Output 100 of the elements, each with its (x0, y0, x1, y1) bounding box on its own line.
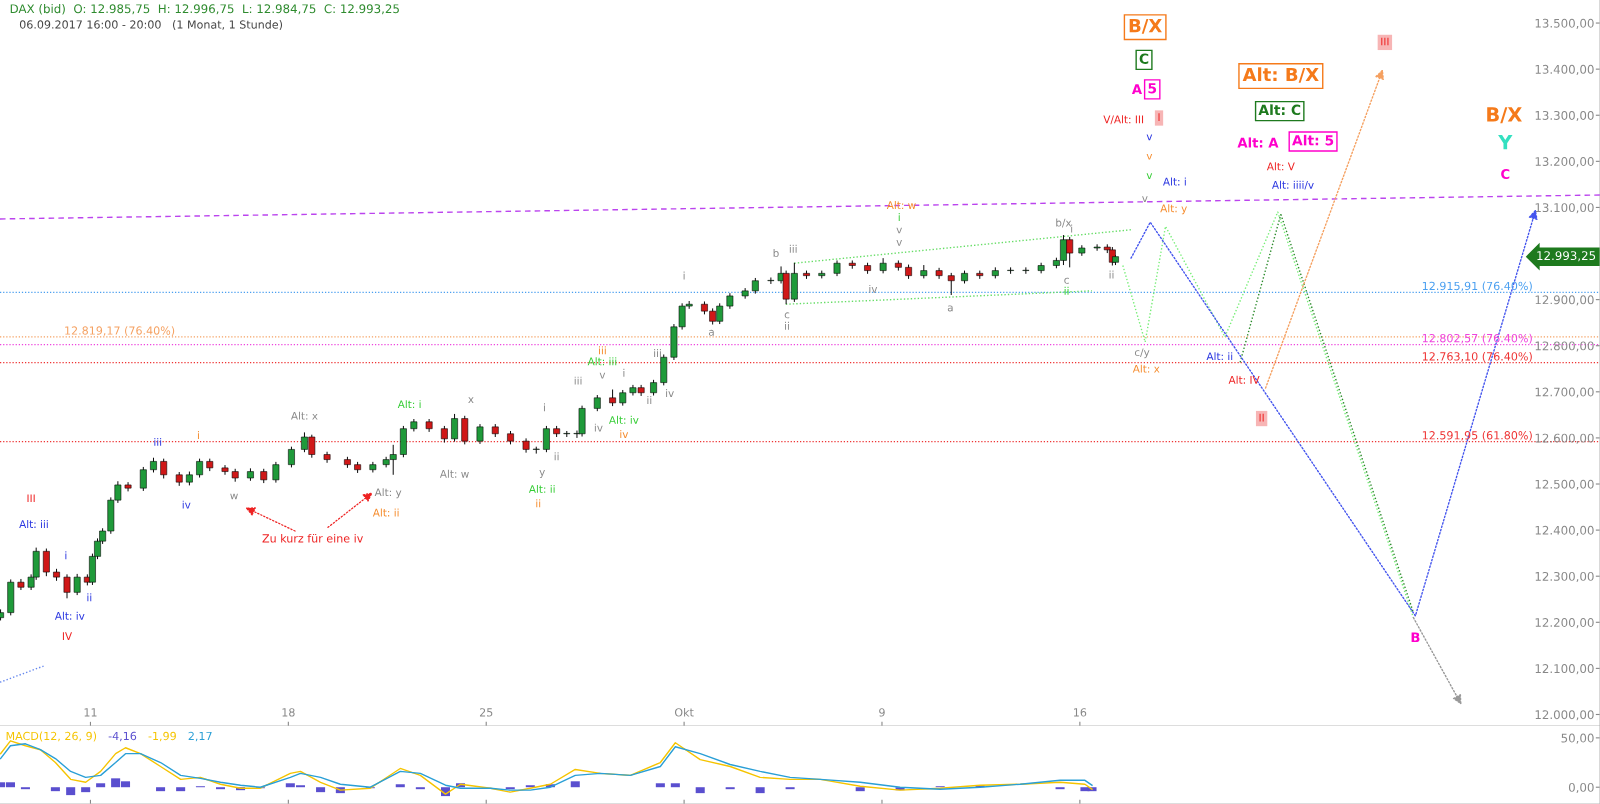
annotation: Alt: iii (19, 519, 48, 528)
annotation: ii (536, 499, 541, 508)
annotation: i (65, 551, 67, 560)
annotation: a (708, 329, 714, 336)
y-tick-label: 13.400,00 (1535, 64, 1594, 75)
annotation: Alt: i (397, 400, 421, 409)
annotation: c (1064, 277, 1069, 284)
x-tick-label: 18 (282, 708, 295, 717)
x-tick-label: 16 (1074, 708, 1087, 717)
text: -4,16 (108, 731, 137, 742)
annotation: i (1071, 224, 1073, 233)
annotation: Alt: x (290, 411, 318, 420)
annotation: Alt: IV (1228, 375, 1260, 384)
annotation: Alt: iv (608, 415, 639, 424)
annotation: Alt: A (1237, 137, 1279, 148)
annotation: iv (182, 500, 191, 509)
annotation: iii (654, 348, 661, 357)
annotation: Alt: w (886, 201, 916, 209)
y-tick-label: 12.000,00 (1535, 710, 1594, 721)
y-tick-label: 12.100,00 (1535, 664, 1594, 675)
annotation: b (773, 248, 779, 258)
annotation: y (539, 470, 545, 478)
ref-line-label: 12.802,57 (76.40%) (1422, 333, 1532, 344)
annotation: 12.993,25 (1537, 251, 1596, 262)
annotation: Alt: i (1163, 177, 1186, 186)
annotation: a (947, 305, 953, 312)
annotation: Alt: y (374, 488, 402, 499)
annotation: i (683, 271, 685, 280)
annotation: B (1411, 632, 1420, 643)
ref-line-label: 12.763,10 (76.40%) (1422, 351, 1532, 362)
annotation: III (1381, 37, 1389, 46)
y-tick-label: 13.100,00 (1535, 203, 1594, 214)
y-tick-label: 12.600,00 (1535, 433, 1594, 444)
annotation: v (599, 372, 606, 379)
annotation: C (1501, 169, 1510, 179)
annotation: iii (574, 376, 582, 385)
annotation: ii (785, 321, 789, 330)
legend-title: MACD(12, 26, 9) (6, 731, 97, 742)
annotation: v (1146, 134, 1153, 141)
annotation: iv (594, 423, 603, 432)
annotation: iv (620, 430, 629, 439)
annotation: Alt: iii (587, 357, 617, 366)
ref-line-label: 12.819,17 (76.40%) (65, 326, 175, 337)
annotation: v (896, 240, 902, 246)
y-tick-label: 13.200,00 (1535, 157, 1594, 168)
annotation: Zu kurz für eine iv (262, 533, 363, 543)
annotation: Alt: ii (528, 484, 555, 493)
y-tick-label: 12.400,00 (1535, 525, 1594, 536)
annotation: Alt: y (1160, 204, 1187, 215)
annotation: ii (554, 452, 559, 461)
y-tick-label: 13.300,00 (1535, 110, 1594, 122)
y-tick-label: 12.800,00 (1535, 341, 1594, 352)
annotation: ii (87, 593, 92, 602)
ref-line-label: 12.591,95 (61.80%) (1422, 430, 1532, 441)
y-tick-label: 12.500,00 (1535, 479, 1594, 490)
annotation: v (1146, 153, 1153, 160)
annotation: Alt: iiii/v (1272, 180, 1314, 190)
annotation: i (898, 212, 900, 221)
ref-line-label: 12.915,91 (76.40%) (1422, 281, 1532, 292)
annotation: I (1158, 113, 1160, 121)
annotation: IV (62, 632, 73, 640)
annotation: C (1139, 53, 1149, 64)
x-tick-label: 11 (84, 708, 97, 717)
annotation: Alt: 5 (1292, 134, 1334, 146)
annotation: Alt: x (1132, 364, 1160, 373)
annotation: v (1142, 196, 1148, 203)
annotation: iv (666, 389, 674, 397)
y-tick-label: 12.900,00 (1535, 295, 1594, 306)
annotation: c (784, 312, 790, 319)
annotation: B/X (1129, 19, 1162, 34)
text: 06.09.2017 16:00 - 20:00 (1 Monat, 1 Stunde) (19, 20, 283, 31)
y-tick-label: 50,00 (1561, 733, 1594, 744)
annotation: ii (1109, 270, 1114, 279)
y-tick-label: 13.500,00 (1535, 18, 1594, 29)
y-tick-label: 12.700,00 (1535, 387, 1594, 398)
annotation: B/X (1487, 107, 1522, 124)
annotation: i (543, 403, 545, 412)
annotation: ii (1064, 286, 1069, 295)
annotation: iii (789, 244, 797, 253)
annotation: ii (647, 395, 652, 404)
annotation: Alt: B/X (1242, 67, 1319, 83)
y-tick-label: 12.200,00 (1535, 618, 1594, 629)
annotation: Alt: iv (54, 611, 85, 620)
annotation: Y (1498, 135, 1513, 150)
annotation: V/Alt: III (1103, 115, 1144, 125)
annotation: Alt: w (439, 469, 469, 478)
x-tick-label: Okt (674, 707, 694, 717)
annotation: Alt: C (1258, 104, 1301, 116)
annotation: 5 (1148, 83, 1157, 94)
annotation: i (623, 368, 625, 377)
annotation: iii (154, 437, 162, 446)
series-label: -1,99 (148, 731, 176, 742)
annotation: b/x (1056, 218, 1072, 228)
annotation: II (1259, 413, 1264, 422)
y-tick-label: 12.300,00 (1535, 571, 1594, 583)
annotation: Alt: V (1266, 162, 1295, 171)
annotation: i (197, 431, 199, 439)
annotation: x (468, 397, 474, 403)
annotation: Alt: ii (1206, 352, 1233, 361)
x-tick-label: 25 (479, 708, 493, 717)
